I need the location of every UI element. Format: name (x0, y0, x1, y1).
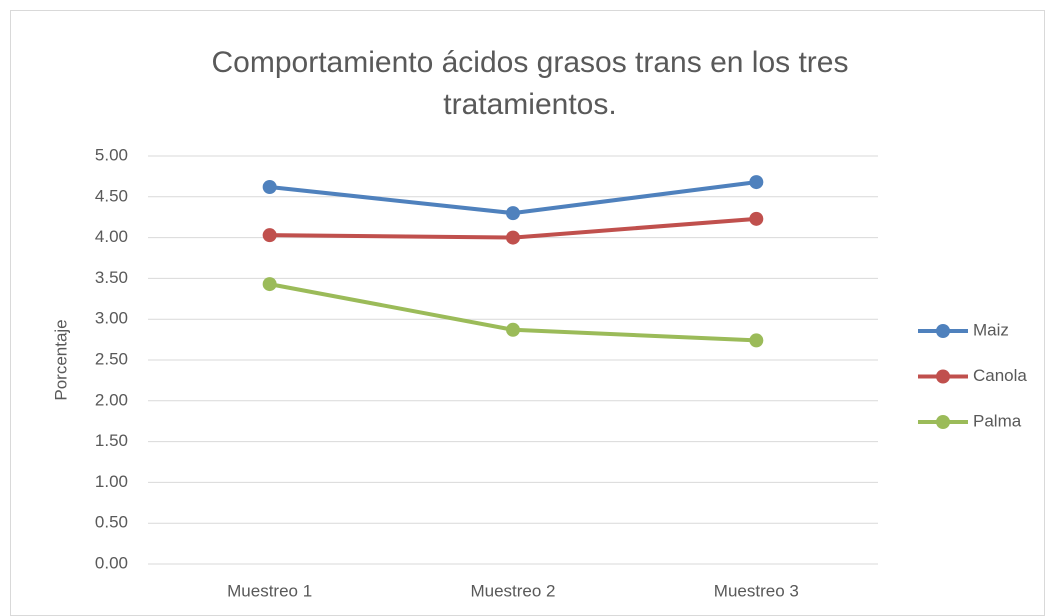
y-tick-label: 1.00 (95, 472, 128, 491)
y-tick-label: 3.00 (95, 309, 128, 328)
data-point (262, 277, 277, 292)
legend-marker (936, 324, 950, 338)
x-tick-label: Muestreo 1 (227, 581, 312, 600)
x-tick-label: Muestreo 3 (714, 581, 799, 600)
legend-label: Canola (973, 366, 1027, 385)
y-axis-label: Porcentaje (51, 319, 70, 400)
data-point (262, 180, 277, 195)
y-tick-label: 4.00 (95, 227, 128, 246)
legend-marker (936, 415, 950, 429)
y-tick-label: 5.00 (95, 145, 128, 164)
legend-label: Palma (973, 411, 1022, 430)
y-tick-label: 3.50 (95, 268, 128, 287)
y-tick-label: 1.50 (95, 431, 128, 450)
data-point (749, 333, 764, 348)
data-point (506, 230, 520, 245)
data-point (506, 206, 520, 221)
y-tick-label: 2.00 (95, 390, 128, 409)
chart-title: Comportamiento ácidos grasos trans en lo… (211, 46, 849, 121)
y-tick-label: 0.00 (95, 553, 128, 572)
chart-frame (10, 10, 1045, 616)
x-tick-label: Muestreo 2 (470, 581, 555, 600)
data-point (749, 211, 764, 226)
y-tick-label: 0.50 (95, 513, 128, 532)
y-tick-label: 4.50 (95, 186, 128, 205)
legend-label: Maiz (973, 320, 1009, 339)
data-point (262, 228, 277, 243)
data-point (506, 322, 520, 337)
legend-marker (936, 369, 950, 384)
y-tick-label: 2.50 (95, 349, 128, 368)
data-point (749, 175, 764, 190)
